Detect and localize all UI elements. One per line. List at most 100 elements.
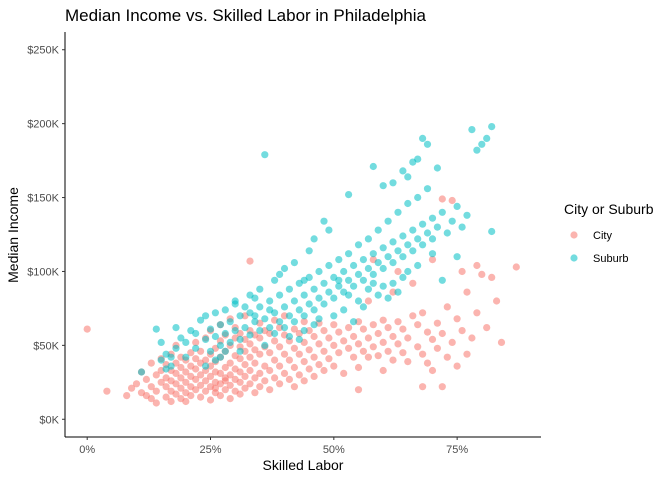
point-city-150 [290, 363, 298, 372]
point-city-9 [147, 383, 155, 391]
point-city-203 [389, 332, 397, 341]
point-city-232 [463, 350, 471, 358]
point-suburb-134 [325, 226, 333, 234]
point-city-216 [419, 309, 427, 317]
point-suburb-84 [379, 264, 387, 273]
point-suburb-70 [345, 250, 353, 258]
point-suburb-71 [350, 261, 358, 270]
point-suburb-22 [226, 318, 234, 326]
point-suburb-138 [354, 297, 363, 305]
point-suburb-52 [300, 312, 308, 320]
point-suburb-5 [172, 344, 180, 352]
point-suburb-120 [423, 140, 432, 148]
point-suburb-168 [438, 276, 446, 284]
point-suburb-126 [379, 182, 387, 190]
point-city-183 [350, 353, 358, 361]
point-suburb-97 [414, 235, 422, 243]
point-city-171 [320, 327, 328, 335]
point-suburb-112 [468, 126, 476, 134]
point-suburb-94 [404, 199, 412, 208]
point-suburb-31 [251, 318, 259, 326]
point-city-248 [428, 256, 437, 264]
point-city-208 [399, 325, 407, 333]
point-suburb-141 [374, 291, 382, 299]
point-suburb-0 [137, 368, 146, 376]
point-suburb-165 [394, 288, 402, 296]
point-suburb-64 [330, 294, 338, 302]
point-city-49 [192, 365, 200, 373]
point-city-160 [305, 365, 313, 373]
point-city-172 [325, 355, 333, 363]
point-city-28 [172, 380, 180, 388]
point-suburb-152 [167, 353, 175, 361]
point-suburb-162 [359, 303, 367, 311]
point-suburb-128 [433, 164, 441, 172]
point-city-51 [192, 338, 200, 346]
point-suburb-137 [271, 276, 279, 284]
point-suburb-65 [335, 282, 343, 290]
point-city-82 [221, 363, 229, 372]
point-city-198 [379, 338, 387, 346]
point-suburb-87 [389, 238, 397, 246]
chart-title: Median Income vs. Skilled Labor in Phila… [65, 6, 427, 25]
point-suburb-48 [290, 318, 298, 326]
point-suburb-151 [172, 324, 180, 332]
point-city-159 [300, 318, 308, 326]
point-suburb-1 [152, 325, 160, 333]
point-city-182 [345, 324, 353, 332]
point-city-19 [162, 383, 170, 391]
point-city-200 [384, 347, 392, 355]
point-city-58 [202, 377, 210, 385]
x-axis-ticks: 0% 25% 50% 75% [79, 437, 468, 456]
point-suburb-6 [177, 334, 185, 342]
point-suburb-176 [335, 276, 343, 284]
point-suburb-89 [394, 247, 402, 255]
point-suburb-95 [409, 226, 417, 234]
point-suburb-140 [364, 285, 372, 293]
point-suburb-14 [206, 325, 215, 333]
point-city-131 [266, 366, 274, 375]
point-city-238 [488, 273, 496, 281]
point-city-139 [276, 362, 284, 370]
point-suburb-69 [345, 276, 353, 284]
point-suburb-9 [192, 344, 200, 352]
point-city-140 [276, 343, 284, 351]
point-city-207 [399, 349, 407, 357]
point-city-185 [354, 386, 363, 394]
point-suburb-169 [369, 279, 377, 287]
point-suburb-133 [310, 235, 318, 243]
legend-entries: City Suburb [570, 230, 628, 265]
point-suburb-150 [182, 338, 190, 346]
point-suburb-60 [320, 300, 328, 308]
point-city-1 [103, 387, 111, 395]
point-city-106 [241, 361, 249, 369]
point-suburb-88 [389, 259, 397, 267]
point-suburb-100 [419, 241, 427, 249]
point-suburb-66 [335, 256, 343, 264]
point-city-127 [261, 362, 269, 370]
point-suburb-98 [414, 193, 422, 202]
point-city-236 [478, 270, 486, 278]
point-suburb-20 [221, 306, 229, 314]
point-city-64 [206, 372, 215, 380]
point-city-226 [443, 303, 451, 311]
point-city-211 [409, 312, 417, 320]
point-city-199 [379, 316, 387, 324]
point-suburb-90 [394, 208, 402, 216]
point-suburb-72 [350, 282, 358, 290]
point-suburb-56 [310, 306, 318, 314]
point-suburb-170 [350, 318, 358, 326]
point-suburb-47 [290, 297, 298, 305]
point-suburb-42 [276, 291, 284, 299]
point-city-212 [414, 343, 422, 351]
point-city-196 [374, 329, 382, 338]
point-city-13 [152, 387, 160, 395]
point-city-110 [246, 380, 254, 388]
x-tick-label-3: 75% [446, 444, 468, 456]
point-city-197 [379, 366, 387, 375]
point-city-157 [300, 358, 308, 366]
point-city-111 [246, 366, 254, 375]
y-tick-label-4: $200K [27, 119, 59, 131]
point-city-41 [182, 397, 190, 406]
point-city-184 [350, 332, 358, 341]
